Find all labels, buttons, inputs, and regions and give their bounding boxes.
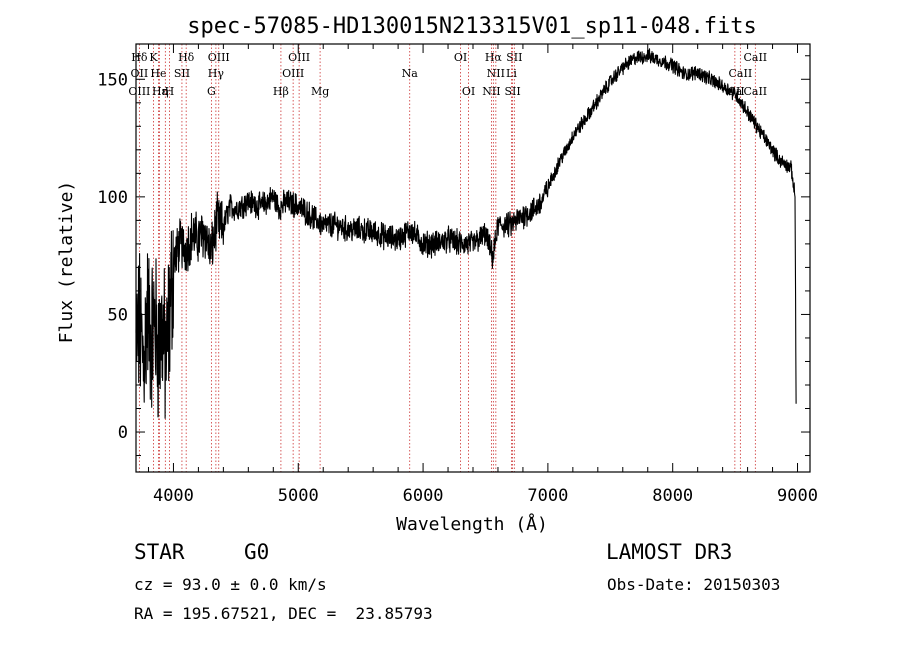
line-marker-label: OIII [208,51,230,64]
x-tick-label: 9000 [777,486,818,506]
x-tick-label: 8000 [652,486,693,506]
line-marker-label: SII [506,51,522,64]
y-axis: 0 50 100 150 [97,55,810,457]
line-marker-label: Li [506,67,517,80]
plot-frame [135,43,811,473]
line-marker-label: Hδ [178,51,195,64]
line-marker-label: He [150,67,166,80]
line-marker-label: G [207,85,216,98]
line-marker-label: OII [131,67,149,80]
observation-date: Obs-Date: 20150303 [607,575,781,594]
chart-title: spec-57085-HD130015N213315V01_sp11-048.f… [187,14,757,39]
line-marker-label: Hα [485,51,503,64]
line-marker-label: OI [462,85,475,98]
x-tick-label: 6000 [403,486,444,506]
x-tick-label: 7000 [527,486,568,506]
line-marker-label: OIII [288,51,310,64]
spectrum-line [135,48,797,419]
line-marker-label: NII [487,67,505,80]
line-marker-label: η [162,85,169,98]
line-marker-label: Hε [152,85,168,98]
line-marker-label: Hγ [208,67,225,80]
line-marker-label: CaII [743,85,767,98]
y-tick-label: 100 [97,188,128,208]
line-marker-label: SII [504,85,520,98]
line-marker-label: OI [454,51,467,64]
y-axis-label: Flux (relative) [56,181,77,344]
x-tick-label: 4000 [153,486,194,506]
survey-name: LAMOST DR3 [606,540,733,564]
line-marker-label: K [149,51,158,64]
ra-dec-coordinates: RA = 195.67521, DEC = 23.85793 [134,604,433,623]
x-axis: 4000 5000 6000 7000 8000 9000 [147,44,818,506]
line-marker-label: OIII [282,67,304,80]
line-marker-label: CaII [743,51,767,64]
line-marker-label: NII [482,85,500,98]
y-tick-label: 150 [97,70,128,90]
line-marker-label: OIII [128,85,150,98]
redshift-velocity: cz = 93.0 ± 0.0 km/s [134,575,327,594]
line-marker-label: II [736,85,745,98]
line-marker-label: H [165,85,175,98]
line-marker-label: Mg [311,85,329,98]
y-tick-label: 0 [118,423,128,443]
x-tick-label: 5000 [278,486,319,506]
line-marker-label: Na [402,67,419,80]
line-marker-label: SII [174,67,190,80]
x-axis-label: Wavelength (Å) [396,513,548,535]
object-subclass: G0 [244,540,270,564]
line-marker-label: CaII [729,67,753,80]
y-tick-label: 50 [108,305,128,325]
object-class: STAR [134,540,185,564]
line-marker-label: Hβ [273,85,289,98]
line-marker-label: Hδ [131,51,148,64]
